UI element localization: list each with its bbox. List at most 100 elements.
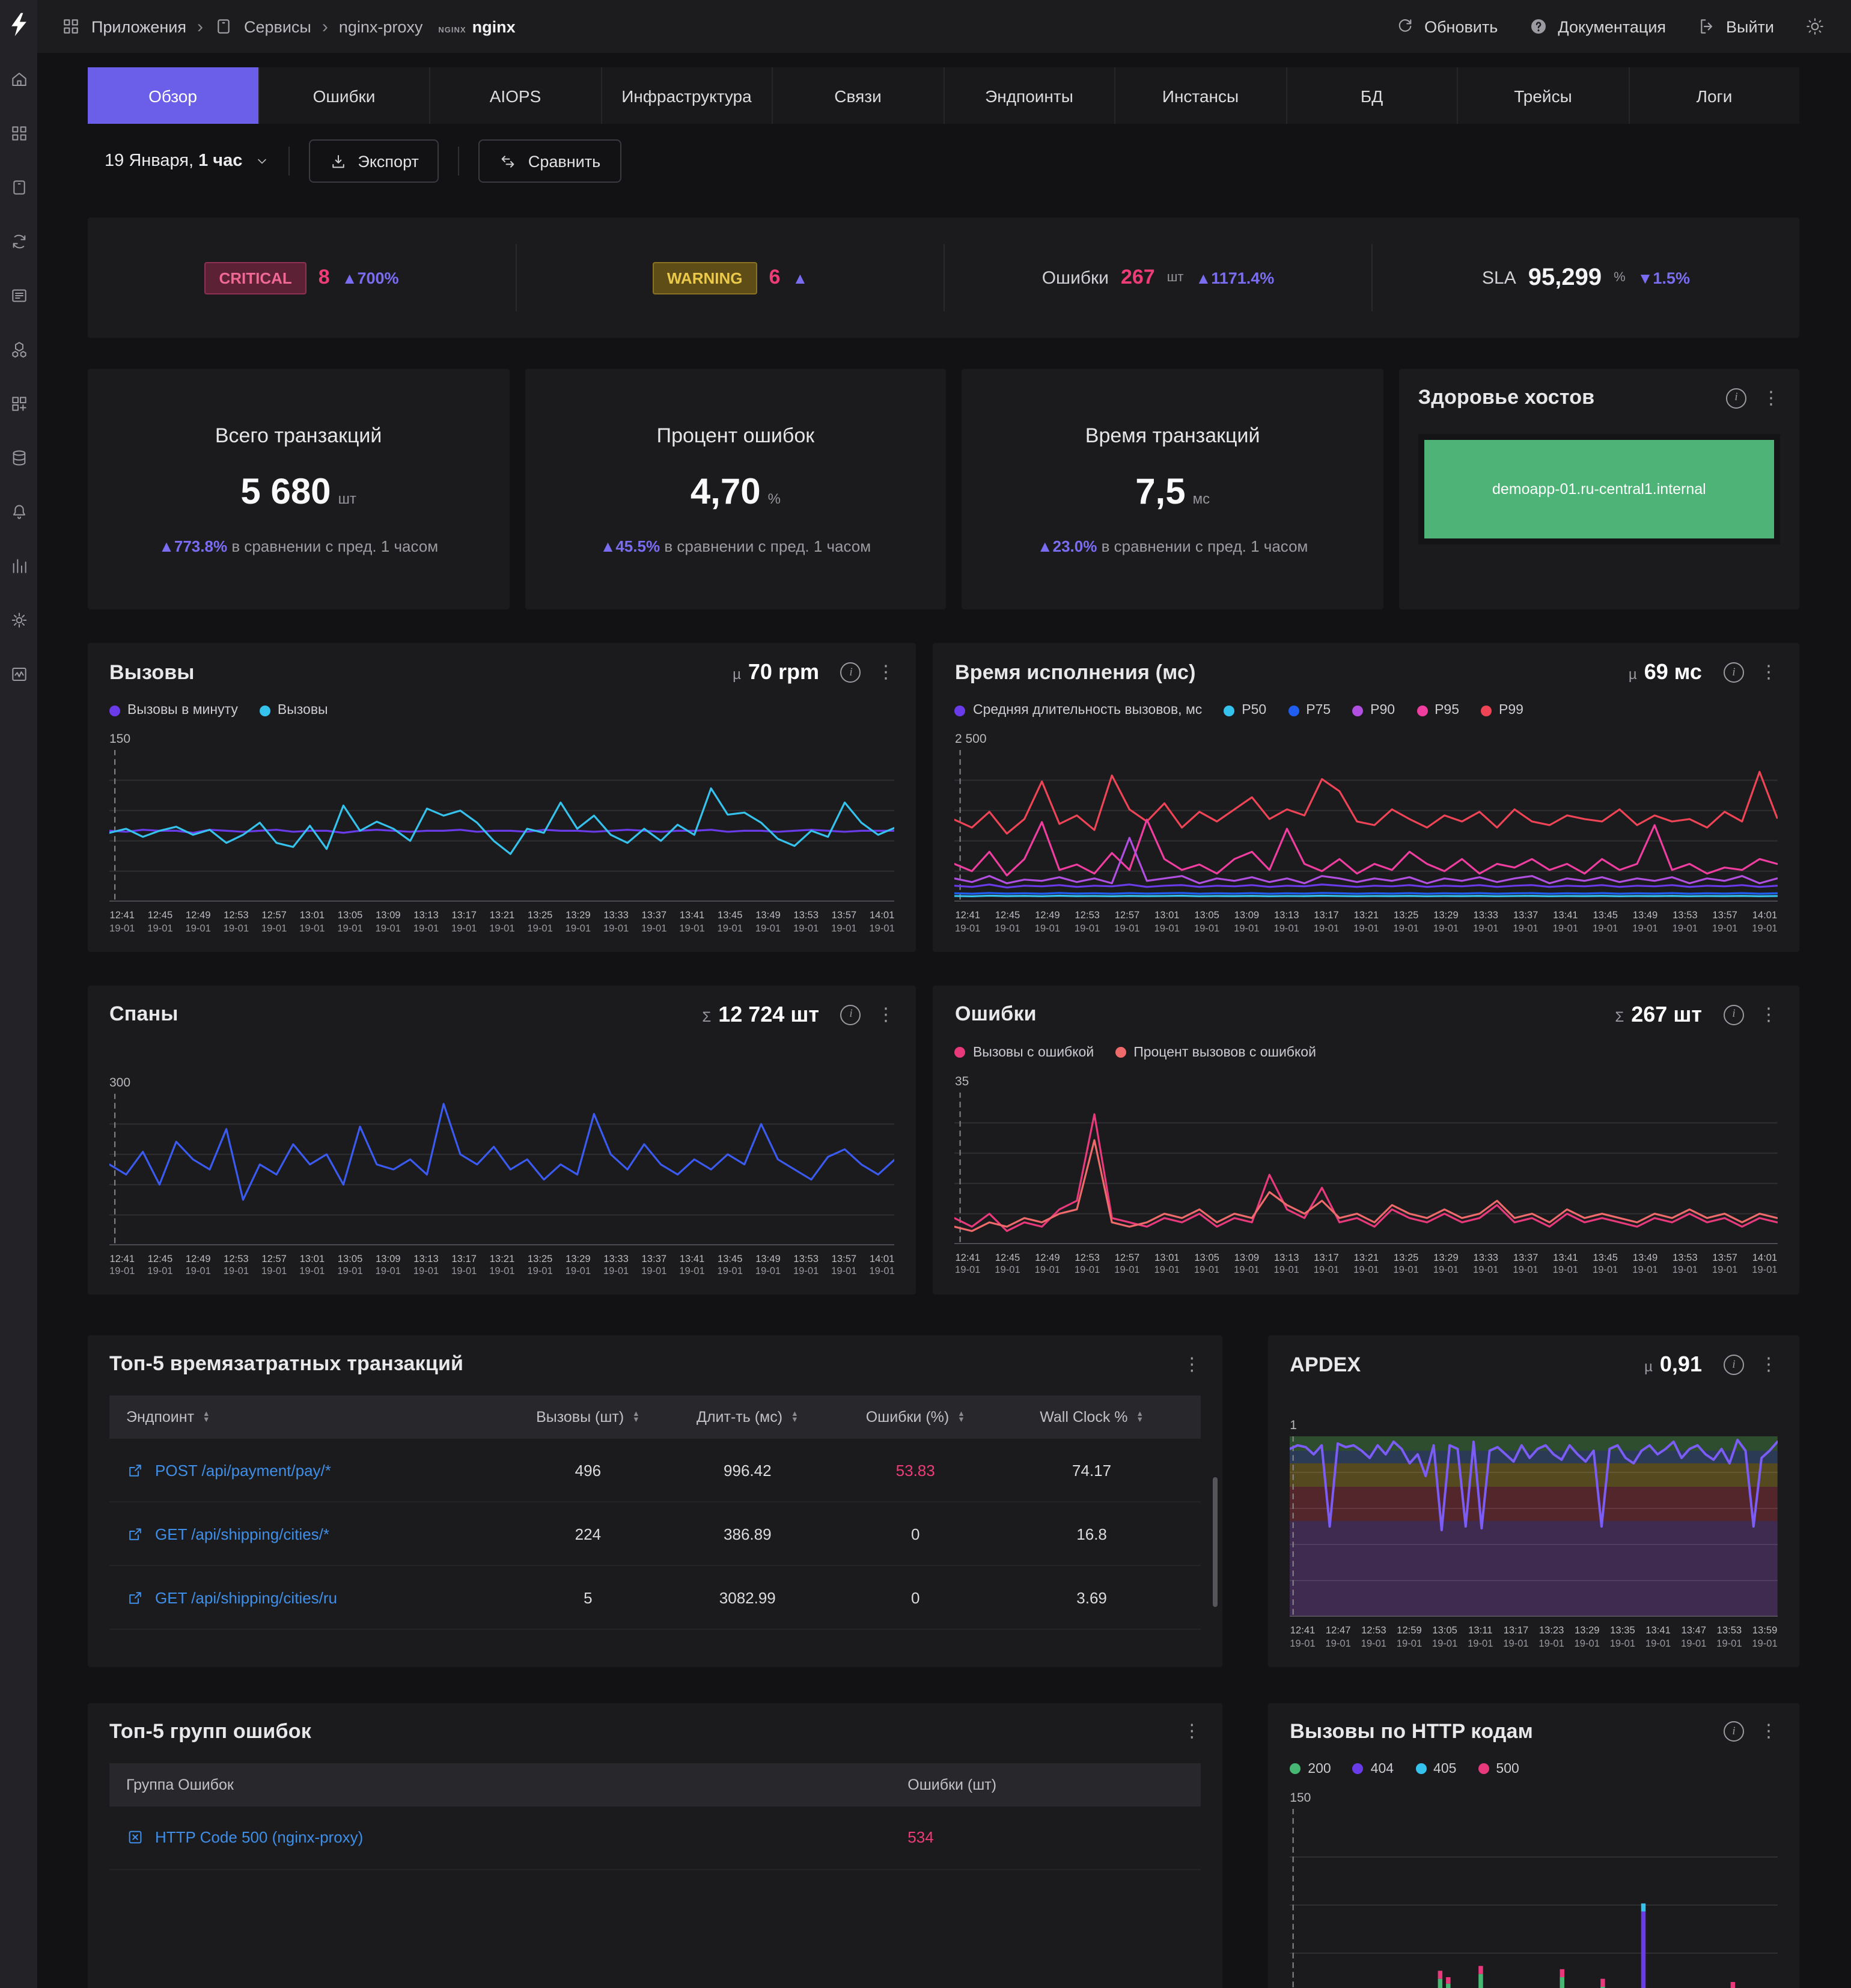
export-button[interactable]: Экспорт xyxy=(308,139,439,183)
tab-Эндпоинты[interactable]: Эндпоинты xyxy=(944,67,1115,124)
apps-icon[interactable] xyxy=(9,124,28,143)
time-range-picker[interactable]: 19 Января, 1 час xyxy=(88,151,269,171)
tab-Связи[interactable]: Связи xyxy=(773,67,944,124)
services-icon[interactable] xyxy=(9,178,28,197)
x-tick-label: 13:3319-01 xyxy=(603,1252,629,1278)
list-icon[interactable] xyxy=(9,286,28,305)
info-icon[interactable]: i xyxy=(1724,1355,1744,1375)
legend-item[interactable]: Вызовы с ошибкой xyxy=(955,1045,1094,1060)
kebab-menu-icon[interactable]: ⋮ xyxy=(1183,1355,1201,1373)
info-icon[interactable]: i xyxy=(1724,1721,1744,1742)
kebab-menu-icon[interactable]: ⋮ xyxy=(1760,1356,1778,1374)
kebab-menu-icon[interactable]: ⋮ xyxy=(1760,663,1778,681)
x-tick-label: 13:0519-01 xyxy=(1432,1624,1457,1650)
legend-item[interactable]: 405 xyxy=(1415,1761,1456,1776)
transactions-icon[interactable] xyxy=(9,232,28,251)
kebab-menu-icon[interactable]: ⋮ xyxy=(1762,389,1780,407)
legend-item[interactable]: Процент вызовов с ошибкой xyxy=(1115,1045,1316,1060)
legend-item[interactable]: P95 xyxy=(1416,703,1459,718)
breadcrumb-applications[interactable]: Приложения xyxy=(91,17,186,35)
info-icon[interactable]: i xyxy=(1724,1004,1744,1025)
table-row[interactable]: GET /api/shipping/cities/ru53082.9903.69 xyxy=(109,1566,1201,1630)
calls-line-chart[interactable] xyxy=(109,750,895,901)
table-row[interactable]: POST /api/payment/pay/*496996.4253.8374.… xyxy=(109,1439,1201,1502)
duration-line-chart[interactable] xyxy=(955,750,1778,901)
errors-stat[interactable]: Ошибки 267 шт ▲1171.4% xyxy=(944,244,1371,311)
chart-legend: 200 404 405 500 xyxy=(1290,1761,1778,1776)
refresh-button[interactable]: Обновить xyxy=(1395,17,1498,36)
warning-stat[interactable]: WARNING 6 ▲ xyxy=(516,244,944,311)
critical-stat[interactable]: CRITICAL 8 ▲700% xyxy=(88,244,516,311)
logout-button[interactable]: Выйти xyxy=(1697,17,1774,36)
tab-Обзор[interactable]: Обзор xyxy=(88,67,259,124)
x-tick-label: 13:4719-01 xyxy=(1681,1624,1706,1650)
legend-item[interactable]: Вызовы xyxy=(260,703,328,718)
legend-item[interactable]: Средняя длительность вызовов, мс xyxy=(955,703,1202,718)
legend-item[interactable]: 200 xyxy=(1290,1761,1331,1776)
info-icon[interactable]: i xyxy=(1726,388,1746,408)
tab-Логи[interactable]: Логи xyxy=(1629,67,1799,124)
column-header[interactable]: Ошибки (%)▲▼ xyxy=(832,1409,999,1425)
bell-icon[interactable] xyxy=(9,502,28,522)
tab-Трейсы[interactable]: Трейсы xyxy=(1458,67,1629,124)
column-header[interactable]: Эндпоинт▲▼ xyxy=(126,1409,513,1425)
legend-item[interactable]: Вызовы в минуту xyxy=(109,703,238,718)
table-cell[interactable]: HTTP Code 500 (nginx-proxy) xyxy=(126,1828,907,1846)
database-icon[interactable] xyxy=(9,448,28,468)
table-row[interactable]: HTTP Code 500 (nginx-proxy)534 xyxy=(109,1806,1201,1870)
apdex-band-chart[interactable] xyxy=(1290,1436,1778,1617)
column-header[interactable]: Wall Clock %▲▼ xyxy=(999,1409,1184,1425)
info-icon[interactable]: i xyxy=(841,1004,861,1025)
legend-dot-icon xyxy=(1352,705,1363,716)
tab-Инфраструктура[interactable]: Инфраструктура xyxy=(602,67,773,124)
theme-toggle-button[interactable] xyxy=(1805,17,1825,36)
download-icon xyxy=(329,152,347,170)
critical-delta: ▲700% xyxy=(342,269,399,287)
errors-line-chart[interactable] xyxy=(955,1092,1778,1243)
legend-item[interactable]: 404 xyxy=(1353,1761,1394,1776)
compare-button[interactable]: Сравнить xyxy=(479,139,621,183)
column-header[interactable]: Вызовы (шт)▲▼ xyxy=(513,1409,663,1425)
table-scrollbar[interactable] xyxy=(1213,1477,1218,1607)
table-row[interactable]: GET /api/shipping/cities/*224386.89016.8 xyxy=(109,1502,1201,1566)
tab-Ошибки[interactable]: Ошибки xyxy=(259,67,430,124)
kebab-menu-icon[interactable]: ⋮ xyxy=(1760,1005,1778,1023)
legend-item[interactable]: P90 xyxy=(1352,703,1395,718)
documentation-button[interactable]: Документация xyxy=(1529,17,1666,36)
tab-БД[interactable]: БД xyxy=(1287,67,1458,124)
kebab-menu-icon[interactable]: ⋮ xyxy=(1183,1722,1201,1740)
monitor-icon[interactable] xyxy=(9,665,28,684)
kebab-menu-icon[interactable]: ⋮ xyxy=(877,663,895,681)
http-codes-bar-chart[interactable] xyxy=(1290,1808,1778,1988)
x-tick-label: 13:3319-01 xyxy=(1473,909,1498,935)
table-cell: 16.8 xyxy=(999,1525,1184,1543)
legend-item[interactable]: P99 xyxy=(1481,703,1523,718)
breadcrumb-service-name[interactable]: nginx-proxy xyxy=(339,17,423,35)
chevron-right-icon: › xyxy=(197,16,203,37)
sla-stat[interactable]: SLA 95,299 % ▼1.5% xyxy=(1371,244,1799,311)
x-tick-label: 13:4119-01 xyxy=(1553,909,1578,935)
gear-icon[interactable] xyxy=(9,611,28,630)
kebab-menu-icon[interactable]: ⋮ xyxy=(877,1005,895,1023)
host-health-tile[interactable]: demoapp-01.ru-central1.internal xyxy=(1424,440,1774,538)
table-cell[interactable]: POST /api/payment/pay/* xyxy=(126,1461,513,1479)
tab-Инстансы[interactable]: Инстансы xyxy=(1115,67,1287,124)
table-cell[interactable]: GET /api/shipping/cities/* xyxy=(126,1525,513,1543)
up-arrow-icon: ▲ xyxy=(1195,269,1211,287)
home-icon[interactable] xyxy=(9,70,28,89)
kebab-menu-icon[interactable]: ⋮ xyxy=(1760,1722,1778,1740)
legend-item[interactable]: P50 xyxy=(1224,703,1266,718)
info-icon[interactable]: i xyxy=(1724,662,1744,683)
widgets-icon[interactable] xyxy=(9,394,28,413)
tab-AIOPS[interactable]: AIOPS xyxy=(430,67,602,124)
legend-item[interactable]: P75 xyxy=(1288,703,1331,718)
spans-line-chart[interactable] xyxy=(109,1093,895,1245)
breadcrumb-services[interactable]: Сервисы xyxy=(244,17,311,35)
cluster-icon[interactable] xyxy=(9,340,28,359)
info-icon[interactable]: i xyxy=(841,662,861,683)
table-cell[interactable]: GET /api/shipping/cities/ru xyxy=(126,1588,513,1606)
app-logo[interactable] xyxy=(5,11,32,43)
chart-icon[interactable] xyxy=(9,556,28,576)
column-header[interactable]: Длит-ть (мс)▲▼ xyxy=(663,1409,831,1425)
legend-item[interactable]: 500 xyxy=(1478,1761,1519,1776)
